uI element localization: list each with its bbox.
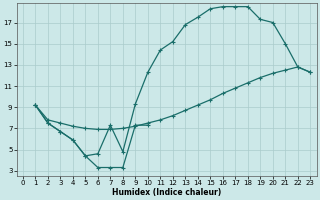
X-axis label: Humidex (Indice chaleur): Humidex (Indice chaleur) xyxy=(112,188,221,197)
